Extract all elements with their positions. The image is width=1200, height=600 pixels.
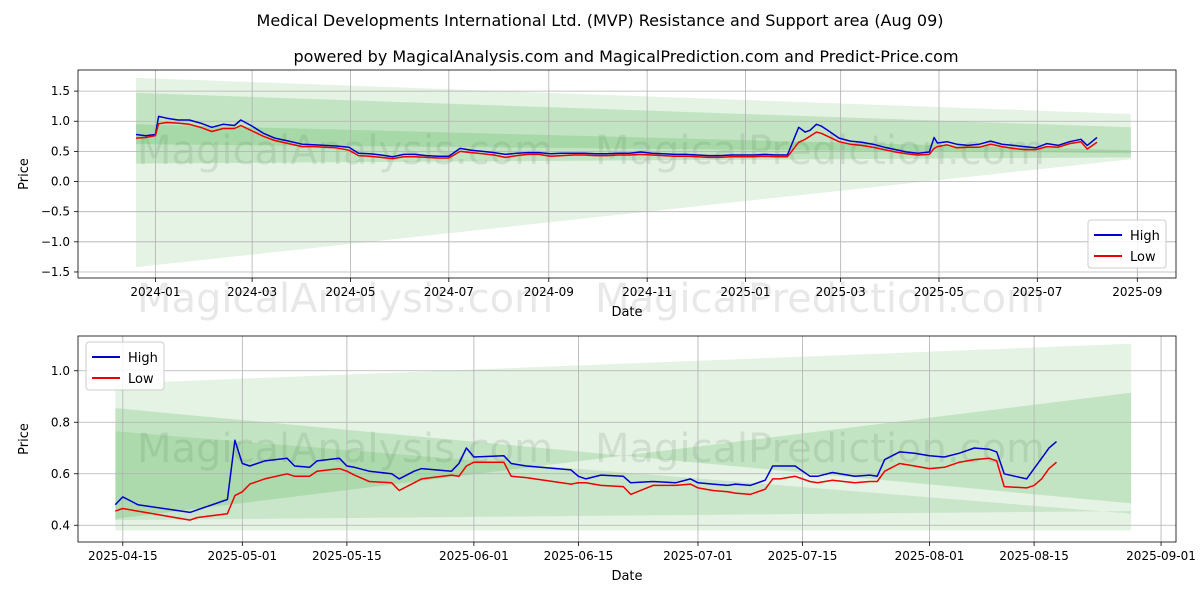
x-axis-label: Date [611,569,642,584]
y-tick-label: 0.6 [51,467,70,481]
legend-label-high: High [1130,229,1160,244]
y-tick-label: 0.4 [51,518,70,532]
series-line-high [135,115,1098,158]
x-tick-label: 2024-09 [524,285,574,299]
x-tick-label: 2025-07-01 [663,549,733,563]
x-tick-label: 2025-05-01 [207,549,277,563]
legend: High Low [85,341,165,391]
series-group [114,439,1057,521]
y-tick-label: 0.5 [51,144,70,158]
x-tick-label: 2025-06-01 [439,549,509,563]
y-tick-label: −1.5 [41,265,70,279]
y-tick-label: −1.0 [41,235,70,249]
band-group [115,343,1132,531]
chart-subtitle: powered by MagicalAnalysis.com and Magic… [293,47,958,66]
series-line-low [115,457,1057,521]
x-tick-label: 2025-06-15 [544,549,614,563]
x-tick-label: 2025-09 [1112,285,1162,299]
y-tick-label: 0.8 [51,415,70,429]
axes-frame [77,335,1177,543]
x-tick-label: 2024-11 [622,285,672,299]
y-tick-label: 1.0 [51,364,70,378]
y-axis-label: Price [17,158,32,190]
x-tick-label: 2025-04-15 [88,549,158,563]
prediction-band-0 [115,343,1132,531]
x-tick-label: 2025-05 [914,285,964,299]
x-tick-label: 2025-05-15 [312,549,382,563]
watermark-left-mid: MagicalAnalysis.com [137,276,553,322]
x-tick-label: 2025-01 [720,285,770,299]
top-chart-panel: 2024-01 2024-03 2024-05 2024-07 2024-09 2024-… [17,69,1177,320]
axes-frame [77,69,1177,279]
x-tick-label: 2025-07 [1012,285,1062,299]
y-tick-label: 0.0 [51,175,70,189]
legend: High Low [1087,219,1167,269]
x-tick-label: 2025-03 [816,285,866,299]
series-line-low [135,121,1098,160]
legend-label-high: High [128,351,158,366]
x-tick-label: 2025-08-01 [895,549,965,563]
x-tick-label: 2024-05 [325,285,375,299]
y-tick-label: −0.5 [41,205,70,219]
legend-label-low: Low [1130,250,1156,265]
prediction-band-1 [115,392,1132,519]
series-line-high [114,439,1057,514]
prediction-band-0 [136,77,1131,268]
x-tick-label: 2024-01 [130,285,180,299]
chart-title: Medical Developments International Ltd. … [257,11,944,30]
bottom-chart-panel: 2025-04-15 2025-05-01 2025-05-15 2025-06-01… [17,335,1196,584]
x-tick-label: 2024-03 [227,285,277,299]
x-axis-label: Date [611,305,642,320]
x-tick-label: 2024-07 [424,285,474,299]
y-axis-label: Price [17,423,32,455]
y-tick-label: 1.0 [51,114,70,128]
watermark-right-mid: MagicalPrediction.com [595,276,1045,322]
legend-label-low: Low [128,372,154,387]
prediction-band-1 [136,92,1131,164]
series-group [135,115,1098,160]
x-tick-label: 2025-09-01 [1126,549,1196,563]
x-tick-label: 2025-07-15 [768,549,838,563]
x-tick-label: 2025-08-15 [999,549,1069,563]
y-tick-label: 1.5 [51,84,70,98]
